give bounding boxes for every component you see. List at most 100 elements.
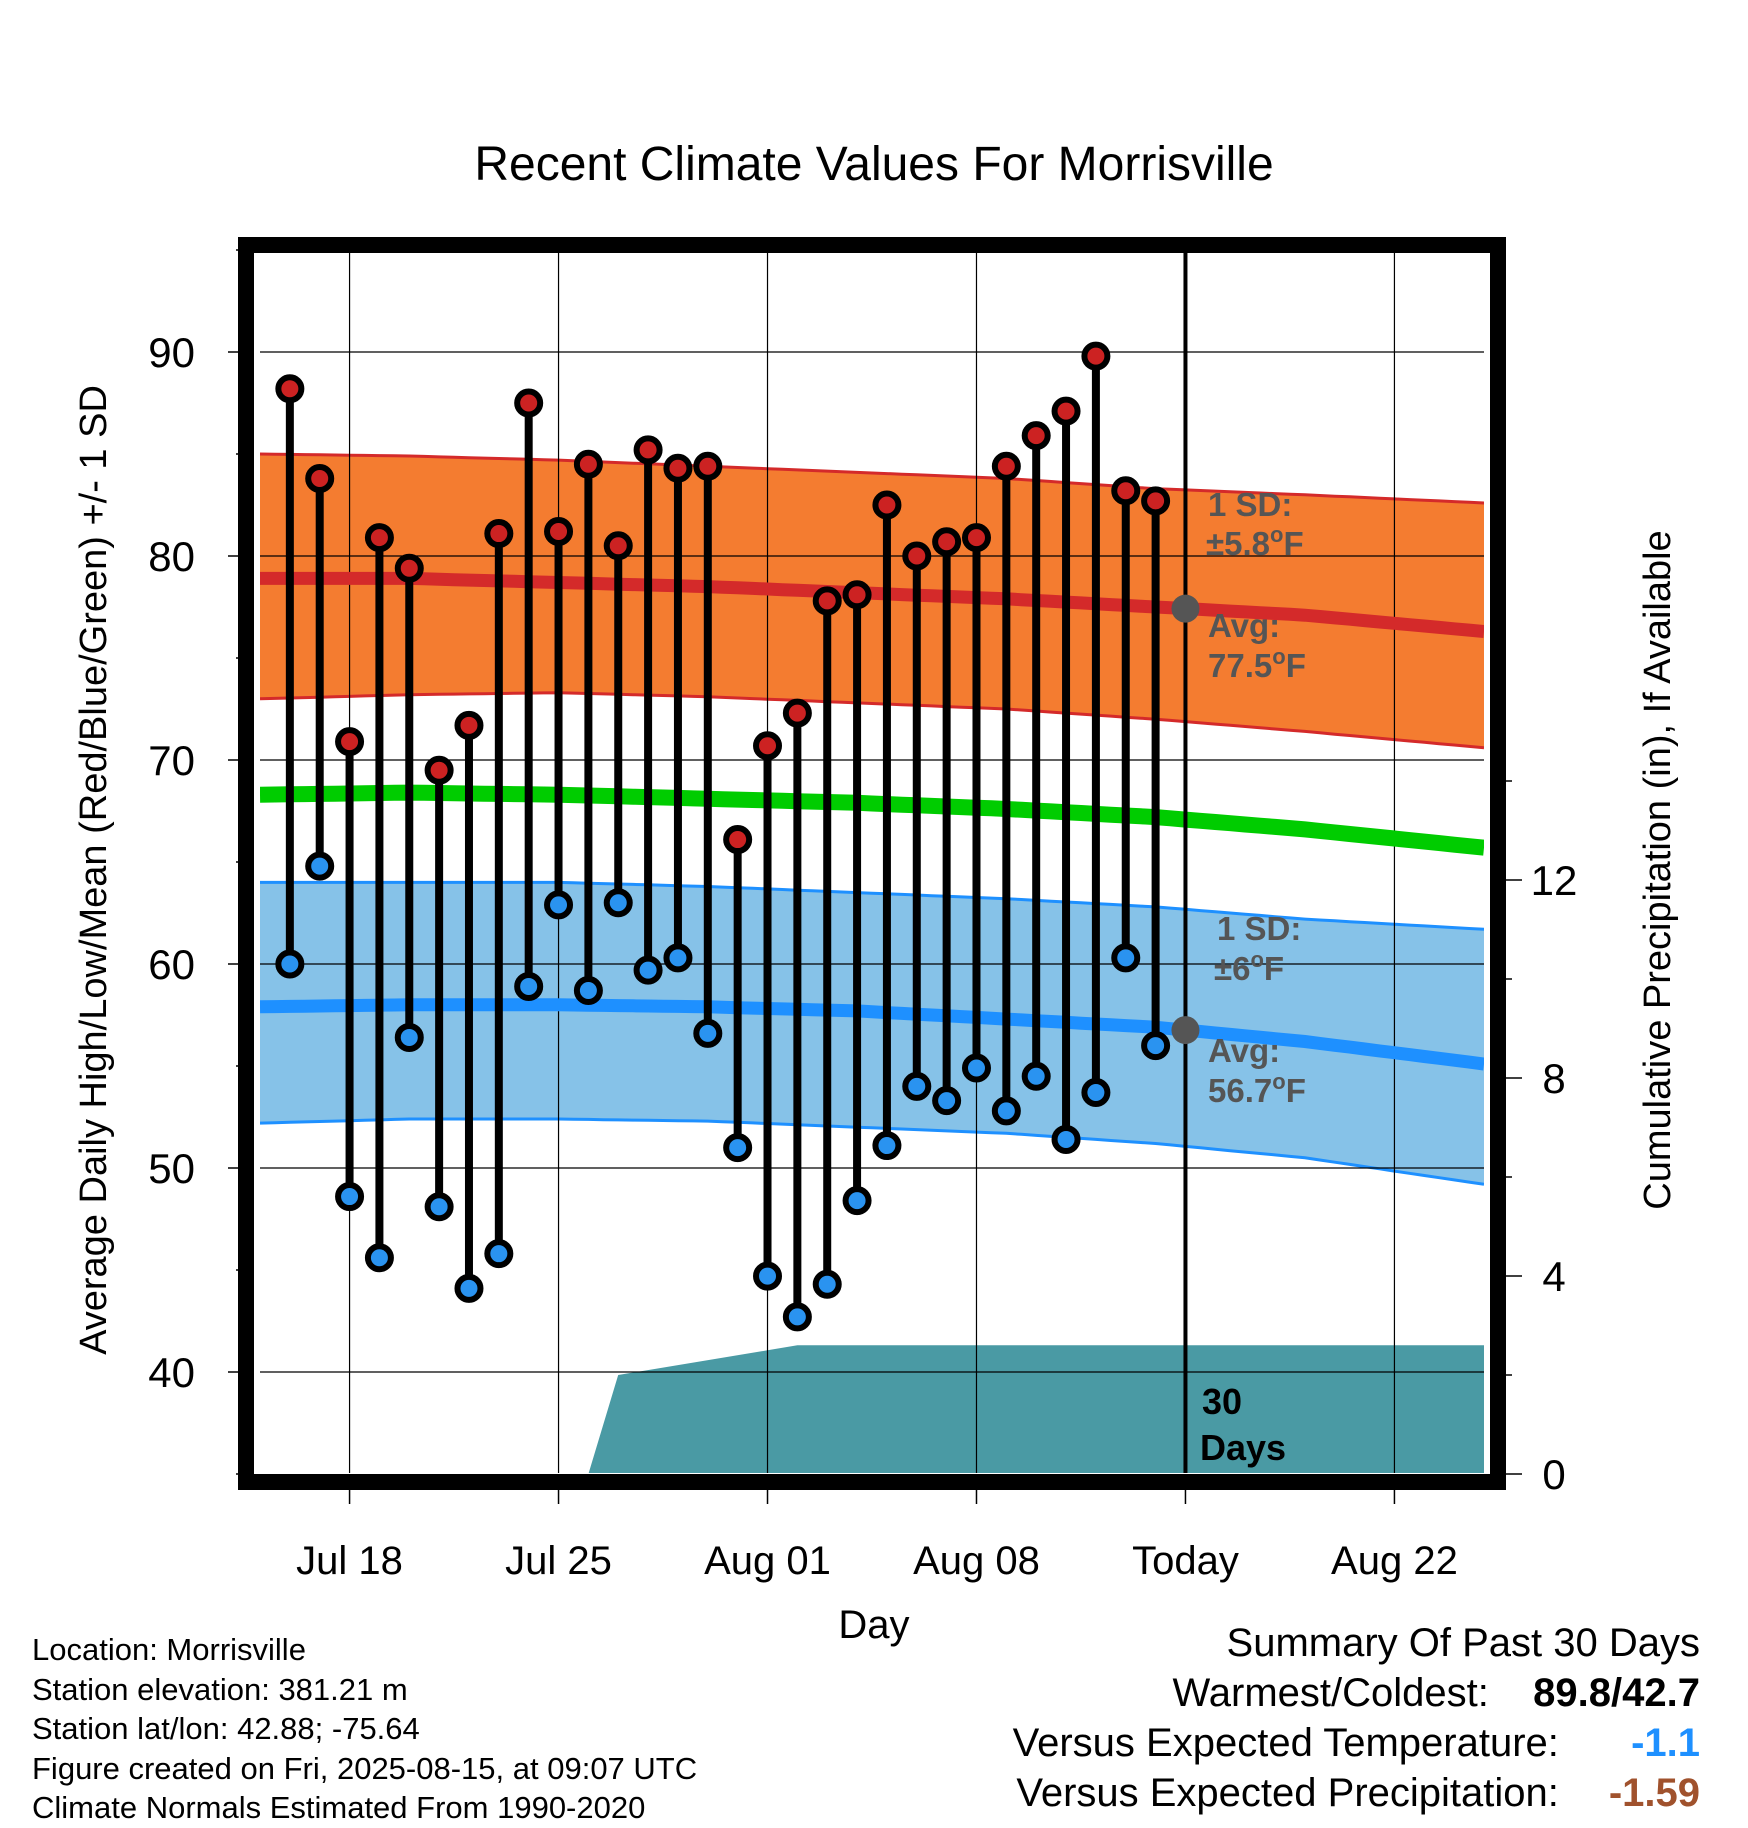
daily-low-point (961, 1053, 991, 1083)
elevation-text: Station elevation: 381.21 m (32, 1671, 408, 1707)
warm-cold-row: Warmest/Coldest: 89.8/42.7 (1013, 1668, 1701, 1718)
daily-high-point (364, 523, 394, 553)
normals-text: Climate Normals Estimated From 1990-2020 (32, 1790, 646, 1825)
low-sd-band (260, 882, 1484, 1185)
y-tick-label: 40 (148, 1349, 195, 1396)
today-high-normal-marker (1171, 594, 1200, 623)
y-right-tick-label: 0 (1542, 1451, 1565, 1498)
daily-low-point (842, 1186, 872, 1216)
x-tick-label: Today (1132, 1539, 1239, 1583)
high-sd-upper-line (260, 452, 1484, 505)
daily-low-point (1141, 1031, 1171, 1061)
x-tick-label: Aug 22 (1331, 1539, 1458, 1583)
high-normal-line (260, 571, 1484, 638)
warm-cold-label: Warmest/Coldest: (1172, 1671, 1489, 1715)
precip-value: -1.59 (1608, 1771, 1700, 1815)
daily-low-point (335, 1182, 365, 1212)
daily-low-point (424, 1192, 454, 1222)
daily-high-point (633, 435, 663, 465)
x-axis-label: Day (838, 1603, 909, 1647)
high-avg-label: Avg: (1208, 607, 1280, 644)
low-sd-upper-line (260, 880, 1484, 931)
daily-high-point (305, 463, 335, 493)
y-right-tick-label: 8 (1542, 1055, 1565, 1102)
y-axis-label: Average Daily High/Low/Mean (Red/Blue/Gr… (73, 385, 115, 1355)
low-normal-line (260, 998, 1484, 1071)
daily-low-point (514, 971, 544, 1001)
high-sd-label: 1 SD: (1208, 486, 1292, 523)
daily-high-point (1051, 396, 1081, 426)
today-low-normal-marker (1171, 1016, 1200, 1045)
y-tick-label: 80 (148, 533, 195, 580)
y-right-tick-label: 12 (1531, 857, 1578, 904)
daily-high-point (424, 755, 454, 785)
created-text: Figure created on Fri, 2025-08-15, at 09… (32, 1750, 698, 1786)
latlon-text: Station lat/lon: 42.88; -75.64 (32, 1711, 420, 1746)
daily-low-point (1111, 943, 1141, 973)
temp-value: -1.1 (1631, 1721, 1700, 1765)
daily-low-point (305, 851, 335, 881)
x-tick-label: Jul 25 (505, 1539, 612, 1583)
daily-high-point (753, 731, 783, 761)
daily-low-point (633, 955, 663, 985)
daily-high-point (573, 449, 603, 479)
daily-high-point (782, 698, 812, 728)
warm-cold-value: 89.8/42.7 (1533, 1671, 1700, 1715)
daily-low-point (394, 1022, 424, 1052)
y-tick-label: 50 (148, 1145, 195, 1192)
daily-high-point (544, 517, 574, 547)
daily-high-point (1111, 476, 1141, 506)
daily-high-point (454, 710, 484, 740)
y-tick-label: 90 (148, 329, 195, 376)
y-tick-label: 60 (148, 941, 195, 988)
daily-high-point (961, 523, 991, 553)
daily-high-point (1081, 341, 1111, 371)
temp-row: Versus Expected Temperature: -1.1 (1013, 1718, 1700, 1768)
precip-row: Versus Expected Precipitation: -1.59 (1013, 1768, 1700, 1818)
axes: 40 50 60 70 80 90 0 4 8 12 Jul 18 Jul 25 Aug 01 Aug 0… (148, 237, 1578, 1583)
daily-high-point (932, 527, 962, 557)
daily-low-point (544, 890, 574, 920)
high-avg-value: 77.5oF (1208, 644, 1306, 684)
daily-low-point (753, 1261, 783, 1291)
daily-low-point (723, 1133, 753, 1163)
station-info: Location: Morrisville Station elevation:… (32, 1630, 697, 1828)
daily-low-point (603, 888, 633, 918)
high-sd-value: ±5.8oF (1206, 522, 1304, 562)
daily-high-point (275, 374, 305, 404)
daily-high-point (902, 541, 932, 571)
y-right-tick-label: 4 (1542, 1253, 1565, 1300)
daily-high-point (812, 586, 842, 616)
chart-title: Recent Climate Values For Morrisville (474, 138, 1273, 191)
mean-normal-line (260, 784, 1484, 856)
daily-low-point (454, 1273, 484, 1303)
daily-high-point (872, 490, 902, 520)
low-sd-label: 1 SD: (1217, 910, 1301, 947)
low-avg-label: Avg: (1208, 1032, 1280, 1069)
high-sd-lower-line (260, 691, 1484, 750)
daily-high-point (663, 453, 693, 483)
daily-high-point (1021, 421, 1051, 451)
daily-low-point (991, 1096, 1021, 1126)
precip-label: Versus Expected Precipitation: (1016, 1771, 1559, 1815)
daily-high-point (603, 531, 633, 561)
summary-panel: Summary Of Past 30 Days Warmest/Coldest:… (1013, 1618, 1700, 1818)
daily-high-point (842, 580, 872, 610)
daily-high-point (1141, 486, 1171, 516)
location-text: Location: Morrisville (32, 1632, 306, 1667)
y-tick-label: 70 (148, 737, 195, 784)
x-tick-label: Jul 18 (296, 1539, 403, 1583)
x-tick-label: Aug 01 (704, 1539, 831, 1583)
x-tick-label: Aug 08 (913, 1539, 1040, 1583)
daily-low-point (872, 1131, 902, 1161)
period-label: Days (1200, 1427, 1286, 1468)
daily-low-point (812, 1269, 842, 1299)
daily-low-point (364, 1243, 394, 1273)
daily-low-point (1081, 1078, 1111, 1108)
low-avg-value: 56.7oF (1208, 1069, 1306, 1109)
period-number: 30 (1202, 1381, 1242, 1422)
daily-low-point (1051, 1124, 1081, 1154)
daily-low-point (932, 1086, 962, 1116)
